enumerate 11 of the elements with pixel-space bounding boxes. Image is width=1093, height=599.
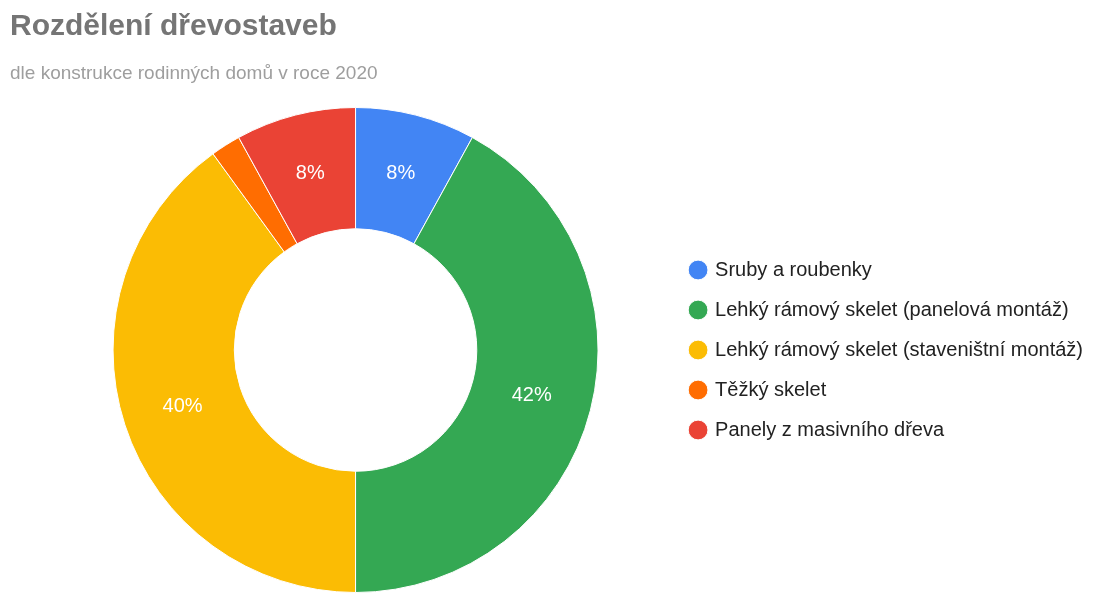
data-label: 40%: [162, 393, 203, 416]
chart-subtitle: dle konstrukce rodinných domů v roce 2020: [10, 62, 378, 84]
data-label: 42%: [511, 382, 552, 405]
data-label: 8%: [295, 161, 325, 184]
legend-label: Těžký skelet: [715, 377, 827, 400]
legend-label: Panely z masivního dřeva: [715, 417, 945, 440]
legend-label: Lehký rámový skelet (panelová montáž): [715, 297, 1069, 320]
legend-label: Lehký rámový skelet (staveništní montáž): [715, 337, 1083, 360]
chart-title: Rozdělení dřevostaveb: [10, 8, 337, 42]
legend-label: Sruby a roubenky: [715, 257, 872, 280]
data-label: 8%: [386, 161, 416, 184]
